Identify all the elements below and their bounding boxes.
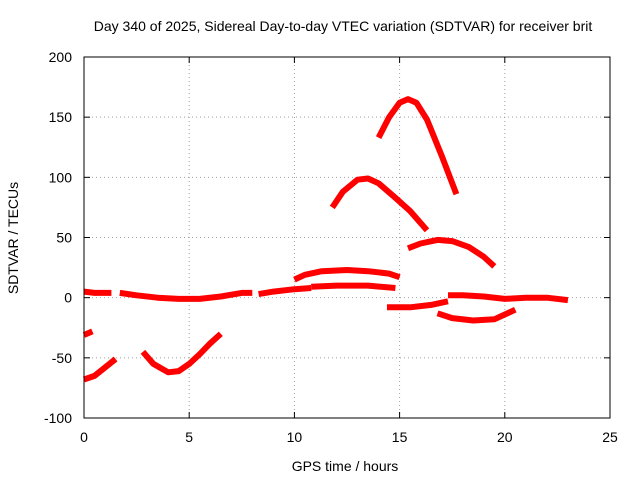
plot-frame [83, 56, 611, 419]
x-tick-label: 5 [185, 429, 193, 445]
x-tick-label: 25 [602, 429, 618, 445]
y-tick-label: 50 [56, 230, 72, 246]
series-track-13 [83, 356, 118, 383]
y-tick-label: -50 [52, 350, 72, 366]
series-track-1 [83, 288, 112, 296]
series-track-14 [140, 331, 223, 376]
x-tick-label: 0 [80, 429, 88, 445]
series-track-9 [387, 298, 449, 311]
x-tick-label: 10 [287, 429, 303, 445]
series-track-11 [436, 306, 517, 324]
series-track-5 [293, 267, 401, 283]
y-tick-label: -100 [44, 410, 72, 426]
series-track-12 [82, 328, 94, 338]
axis-ticks: 0 5 10 15 20 25 -100 -50 0 50 100 150 200 [44, 49, 618, 445]
series-track-6 [329, 175, 430, 233]
x-axis-label: GPS time / hours [292, 458, 399, 474]
x-tick-label: 20 [497, 429, 513, 445]
data-series [82, 96, 569, 383]
series-track-3 [258, 285, 312, 298]
x-tick-label: 15 [392, 429, 408, 445]
series-track-10 [448, 292, 569, 304]
y-tick-label: 200 [49, 49, 73, 65]
series-track-4 [311, 282, 396, 291]
series-track-7 [375, 96, 460, 196]
chart-title: Day 340 of 2025, Sidereal Day-to-day VTE… [94, 18, 593, 34]
y-tick-label: 0 [64, 290, 72, 306]
grid-lines [84, 57, 610, 418]
series-track-2 [119, 289, 253, 302]
y-tick-label: 150 [49, 109, 73, 125]
series-track-8 [406, 236, 497, 269]
y-axis-label: SDTVAR / TECUs [5, 182, 21, 294]
y-tick-label: 100 [49, 169, 73, 185]
